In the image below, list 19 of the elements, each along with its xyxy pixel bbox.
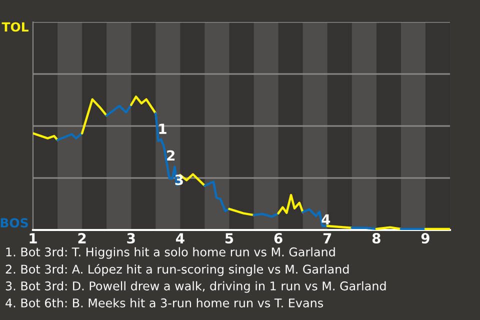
text: 4. Bot 6th: B. Meeks hit a 3-run home run vs T. Evans [6, 298, 324, 308]
text: 2. Bot 3rd: A. López hit a run-scoring single vs M. Garland [6, 264, 349, 276]
text: BOS [0, 218, 28, 228]
x-tick-label: 8 [372, 233, 380, 244]
x-tick-label: 6 [274, 233, 282, 244]
annotation: 4 [322, 214, 330, 224]
x-tick-label: 7 [323, 233, 332, 244]
text: 3. Bot 3rd: D. Powell drew a walk, driving in 1 run vs M. Garland [6, 281, 386, 293]
text: TOL [2, 22, 28, 32]
x-tick-label: 4 [176, 233, 184, 244]
x-tick-label: 5 [225, 233, 234, 244]
annotation: 3 [175, 174, 183, 186]
x-tick-label: 2 [78, 233, 86, 244]
text: 1. Bot 3rd: T. Higgins hit a solo home run vs M. Garland [6, 247, 335, 259]
x-tick-label: 3 [127, 233, 135, 244]
x-tick-label: 9 [421, 233, 430, 244]
annotation: 2 [167, 150, 174, 160]
annotation: 1 [159, 124, 166, 134]
x-tick-label: 1 [30, 233, 37, 244]
